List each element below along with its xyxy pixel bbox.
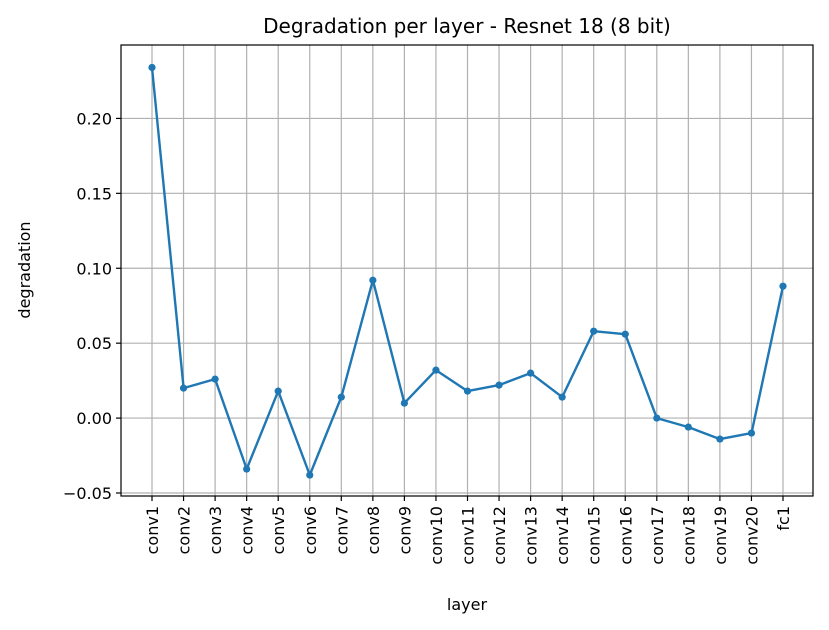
chart-title: Degradation per layer - Resnet 18 (8 bit… (263, 14, 671, 38)
y-tick-label: 0.00 (76, 409, 112, 428)
data-point (527, 369, 535, 377)
x-tick-label: fc1 (774, 506, 793, 531)
x-tick-label: conv18 (679, 506, 698, 565)
x-tick-label: conv19 (711, 506, 730, 565)
y-tick-label: 0.20 (76, 109, 112, 128)
x-tick-label: conv6 (301, 506, 320, 554)
x-tick-label: conv1 (143, 506, 162, 554)
y-axis-ticks: −0.05 0.00 0.05 0.10 0.15 0.20 (63, 109, 121, 503)
x-tick-label: conv7 (332, 506, 351, 554)
y-tick-label: 0.10 (76, 259, 112, 278)
x-tick-label: conv13 (522, 506, 541, 565)
y-tick-label: 0.05 (76, 334, 112, 353)
data-point (179, 384, 188, 392)
data-points (148, 63, 787, 479)
data-point (337, 393, 345, 401)
y-axis-label: degradation (15, 221, 34, 318)
x-tick-label: conv8 (364, 506, 383, 554)
data-point (621, 330, 629, 338)
data-point (306, 471, 314, 479)
x-tick-label: conv2 (175, 506, 194, 554)
data-point (369, 276, 377, 284)
x-axis-ticks: conv1 conv2 conv3 conv4 conv5 conv6 conv7 conv8… (143, 496, 793, 565)
data-point (463, 387, 472, 395)
x-tick-label: conv15 (585, 506, 604, 565)
data-point (243, 465, 251, 473)
x-tick-label: conv12 (490, 506, 509, 565)
x-tick-label: conv5 (269, 506, 288, 554)
data-point (495, 381, 503, 389)
y-tick-label: −0.05 (63, 484, 112, 503)
data-point (653, 414, 661, 422)
data-point (684, 423, 692, 431)
data-point (148, 63, 156, 72)
data-point (432, 366, 440, 374)
x-axis-label: layer (447, 595, 488, 614)
grid-lines (121, 45, 813, 496)
data-point (211, 375, 219, 383)
data-point (558, 393, 566, 401)
data-point (779, 282, 787, 290)
x-tick-label: conv17 (648, 506, 667, 565)
y-tick-label: 0.15 (76, 184, 112, 203)
data-point (590, 327, 598, 335)
data-point (274, 387, 282, 395)
x-tick-label: conv10 (427, 506, 446, 565)
data-point (400, 399, 408, 407)
x-tick-label: conv4 (238, 506, 257, 554)
data-point (747, 429, 756, 437)
x-tick-label: conv20 (742, 506, 761, 565)
x-tick-label: conv9 (395, 506, 414, 554)
x-tick-label: conv3 (206, 506, 225, 554)
data-point (716, 435, 724, 443)
x-tick-label: conv14 (553, 506, 572, 565)
x-tick-label: conv11 (459, 506, 478, 565)
x-tick-label: conv16 (616, 506, 635, 565)
